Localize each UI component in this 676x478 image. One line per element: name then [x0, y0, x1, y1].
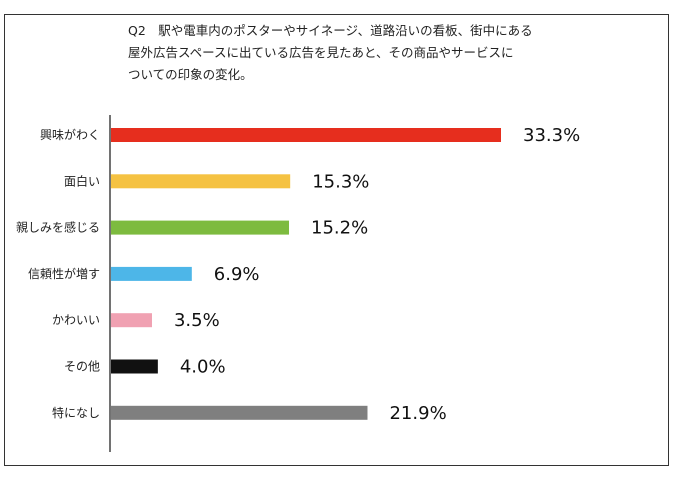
category-label: かわいい [52, 313, 100, 327]
bars-group: 興味がわく 33.3% 面白い 15.3% 親しみを感じる 15.2% 信頼性が増す 6.9%… [16, 125, 580, 424]
chart-frame [4, 14, 669, 466]
question-line-3: ついての印象の変化。 [128, 67, 253, 82]
category-label: 信頼性が増す [28, 266, 100, 281]
value-label: 6.9% [214, 264, 260, 285]
category-label: その他 [64, 360, 100, 374]
category-label: 特になし [52, 405, 100, 420]
bar [111, 220, 290, 235]
bar [111, 174, 291, 189]
bar [111, 266, 192, 281]
bar [111, 405, 368, 420]
category-label: 面白い [64, 173, 100, 188]
value-label: 15.2% [311, 218, 368, 239]
question-line-2: 屋外広告スペースに出ている広告を見たあと、その商品やサービスに [128, 45, 514, 60]
bar [111, 313, 152, 328]
value-label: 33.3% [523, 125, 580, 146]
bar [111, 128, 501, 142]
value-label: 3.5% [174, 310, 220, 331]
bar [111, 359, 158, 374]
category-label: 親しみを感じる [16, 220, 100, 235]
value-label: 4.0% [180, 357, 226, 378]
value-label: 21.9% [389, 403, 446, 424]
question-line-1: Q2 駅や電車内のポスターやサイネージ、道路沿いの看板、街中にある [128, 23, 533, 38]
value-label: 15.3% [312, 171, 369, 192]
category-label: 興味がわく [40, 127, 100, 142]
question-text: Q2 駅や電車内のポスターやサイネージ、道路沿いの看板、街中にある 屋外広告スペ… [128, 20, 598, 86]
